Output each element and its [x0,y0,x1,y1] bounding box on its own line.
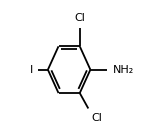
Text: Cl: Cl [91,113,102,123]
Text: I: I [30,65,34,75]
Text: Cl: Cl [74,13,85,23]
Text: NH₂: NH₂ [113,65,134,75]
